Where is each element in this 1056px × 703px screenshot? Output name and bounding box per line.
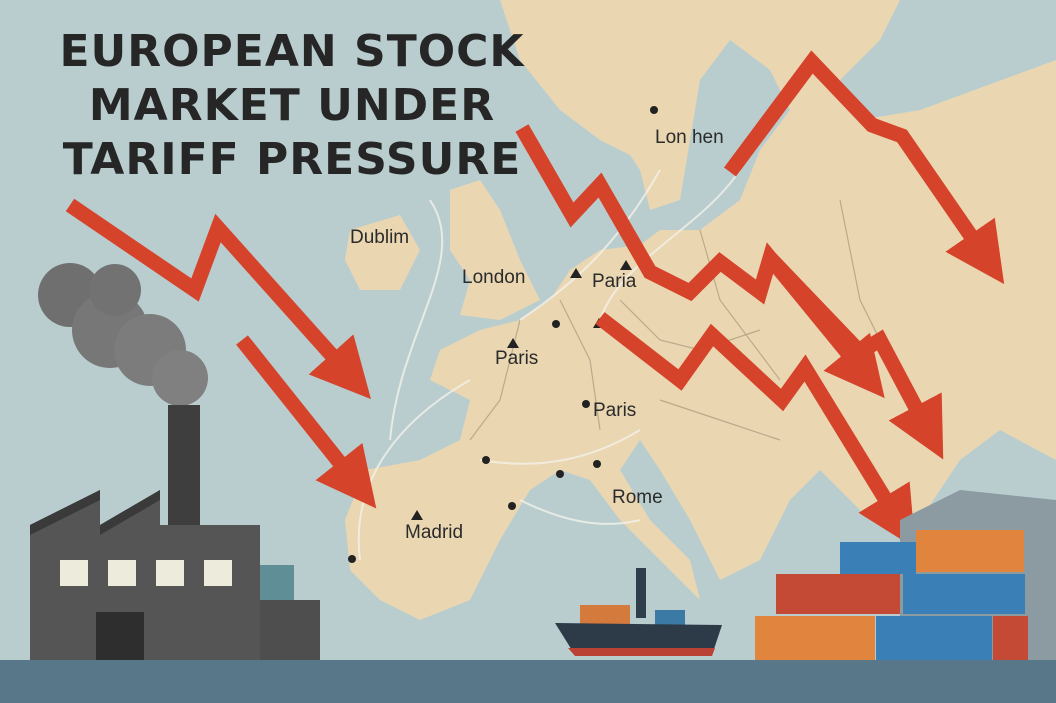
city-label: London	[462, 267, 525, 288]
great-britain	[450, 180, 540, 320]
containers	[755, 490, 1056, 660]
arrow	[595, 312, 916, 549]
arrow	[65, 198, 371, 400]
city-label: Paris	[495, 348, 538, 369]
arrow	[515, 124, 885, 399]
title-line: EUROPEAN STOCK	[59, 26, 525, 77]
city-label: Lon hen	[655, 127, 724, 148]
city-dot	[593, 460, 601, 468]
title-line: TARIFF PRESSURE	[63, 134, 522, 185]
city-label: Paris	[593, 400, 636, 421]
ship	[555, 568, 722, 656]
city-dot	[508, 502, 516, 510]
city-dot	[552, 320, 560, 328]
arrow	[723, 50, 1005, 285]
routes	[357, 169, 741, 561]
city-dot	[348, 555, 356, 563]
city-label: Dublim	[350, 227, 409, 248]
arrow	[236, 335, 377, 509]
city-dot	[650, 106, 658, 114]
city-dot	[556, 470, 564, 478]
city-label: Madrid	[405, 522, 463, 543]
city-dot	[482, 456, 490, 464]
norway	[500, 0, 640, 160]
city-label: Paria	[592, 271, 637, 292]
mainland	[345, 0, 1056, 620]
arrow	[764, 252, 944, 460]
water	[0, 660, 1056, 703]
city-label: Rome	[612, 487, 663, 508]
factory	[30, 263, 320, 660]
map	[345, 0, 1056, 620]
city-dot	[582, 400, 590, 408]
title-line: MARKET UNDER	[89, 80, 495, 131]
decline-arrows	[65, 50, 1005, 549]
ireland	[345, 215, 420, 290]
borders	[469, 199, 901, 441]
